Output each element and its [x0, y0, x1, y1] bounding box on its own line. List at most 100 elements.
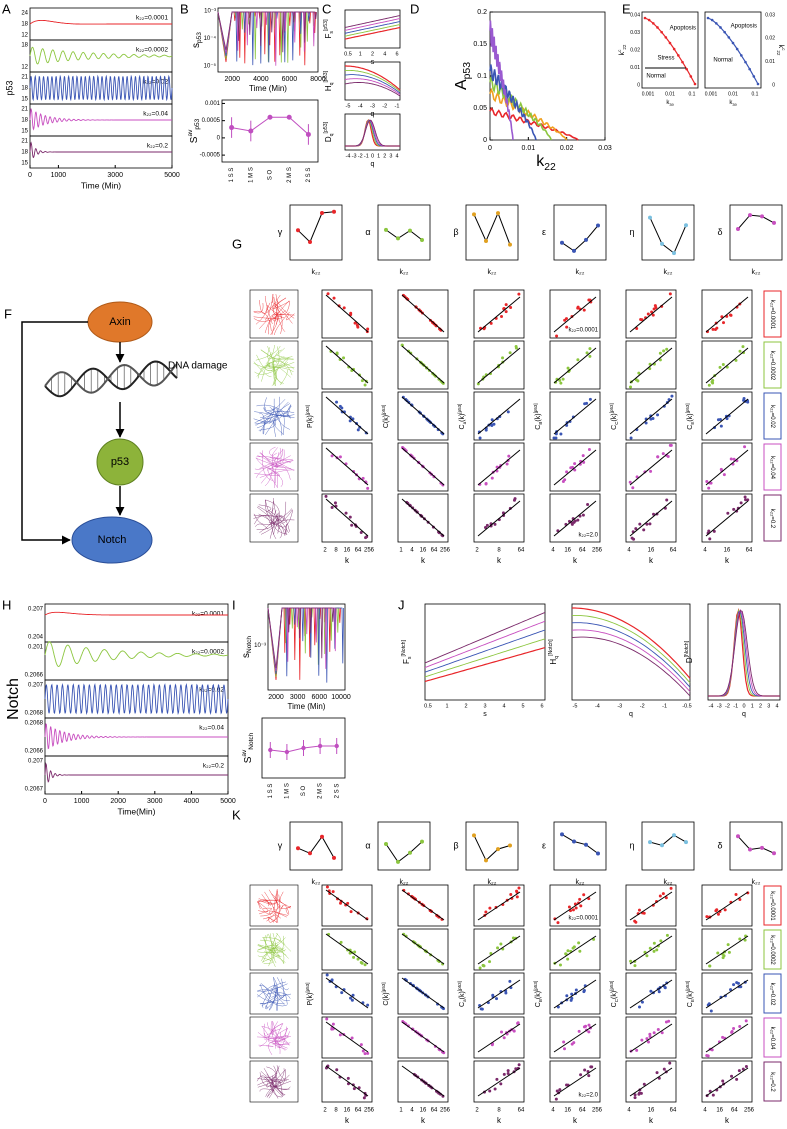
x-tick-label: 256	[440, 1108, 451, 1114]
point-decor	[517, 1063, 521, 1067]
exponent-label: ε	[542, 227, 546, 237]
network-edge	[272, 932, 277, 955]
point-decor	[582, 988, 586, 992]
curve	[629, 449, 673, 486]
point-decor	[572, 248, 576, 253]
point-decor	[658, 894, 662, 898]
axes-frame	[465, 204, 519, 261]
label-part: 39	[669, 102, 673, 107]
axis-label: C(k)[p53]	[381, 405, 390, 428]
curve	[473, 211, 511, 245]
x-axis-label: k	[573, 1116, 578, 1125]
point-decor	[721, 362, 725, 366]
x-tick-label: 64	[746, 548, 753, 554]
network-edge	[269, 999, 288, 1007]
point-decor	[563, 478, 567, 482]
axes-frame	[289, 204, 343, 261]
network-edge	[270, 1021, 281, 1048]
network-edge	[272, 1072, 290, 1090]
point-decor	[648, 367, 652, 371]
label-part: 22	[622, 44, 627, 50]
curve	[629, 500, 673, 537]
point-decor	[408, 850, 412, 855]
point-decor	[737, 1069, 741, 1073]
point-decor	[629, 959, 633, 963]
network-edge	[271, 1075, 282, 1098]
network-edge	[260, 1070, 284, 1083]
curve	[401, 294, 445, 333]
x-tick-label: -3	[370, 103, 375, 109]
curve	[217, 11, 317, 53]
y-tick-label: 0.2066	[25, 673, 44, 679]
point-decor	[579, 904, 583, 908]
x-tick-label: 3	[483, 703, 486, 709]
point-decor	[640, 318, 644, 322]
network-edge	[285, 907, 291, 916]
curve	[325, 1021, 369, 1053]
axes-frame	[704, 11, 762, 89]
point-decor	[665, 498, 669, 502]
axis-label: Hq[Notch]	[548, 639, 560, 665]
network-edge	[258, 899, 272, 905]
point-decor	[484, 910, 488, 914]
network-edge	[270, 509, 293, 524]
category-label: 2 S S	[334, 784, 340, 799]
x-tick-label: 3000	[290, 694, 306, 701]
y-tick-label: 0.03	[765, 12, 775, 18]
label-part: [p53]	[685, 981, 690, 991]
y-tick-label: 0	[637, 82, 640, 88]
exponent-label: η	[629, 840, 634, 850]
exponent-label: δ	[717, 227, 722, 237]
point-decor	[420, 237, 424, 242]
network-edge	[276, 977, 289, 991]
network-edge	[274, 889, 281, 911]
x-tick-label: 1	[399, 1108, 403, 1114]
x-tick-label: 256	[592, 548, 603, 554]
panel-letter: E	[622, 1, 631, 16]
row-label-box	[763, 1061, 782, 1102]
y-tick-label: 10⁻³	[204, 9, 216, 15]
x-tick-label: 1	[751, 703, 754, 709]
point-decor	[727, 950, 731, 954]
region-label: Normal	[646, 74, 665, 80]
point-decor	[488, 1089, 492, 1093]
network-edge	[277, 460, 294, 467]
network-edge	[273, 412, 288, 435]
point-decor	[726, 943, 730, 947]
network-edge	[257, 364, 285, 379]
network-edge	[279, 891, 284, 904]
point-decor	[572, 520, 576, 524]
curve	[705, 500, 749, 537]
x-tick-label: 2	[383, 153, 386, 159]
label-part: s	[407, 656, 413, 659]
point-decor	[483, 526, 487, 530]
network-edge	[253, 346, 280, 369]
axes-frame	[397, 442, 449, 492]
x-tick-label: 0.01	[665, 91, 675, 97]
category-label: S O	[268, 170, 274, 181]
curve	[553, 935, 597, 965]
y-tick-label: 0.2068	[25, 711, 44, 717]
region-label: Stress	[657, 56, 674, 62]
axes-frame	[397, 493, 449, 543]
point-decor	[348, 419, 352, 423]
axis-label: sp53	[191, 32, 204, 48]
x-tick-label: 6	[540, 703, 543, 709]
label-part: C	[611, 1002, 618, 1007]
x-tick-label: 0.5	[344, 51, 352, 57]
point-decor	[739, 501, 743, 505]
label-part: E	[690, 422, 695, 425]
curve	[325, 396, 369, 435]
x-tick-label: -4	[346, 153, 351, 159]
label-part: C	[614, 421, 619, 425]
point-decor	[647, 18, 651, 22]
network-edge	[268, 916, 275, 923]
point-decor	[582, 893, 586, 897]
axis-label: CC(k)[p53]	[609, 981, 619, 1008]
axes-frame	[377, 204, 431, 261]
axes-frame	[625, 972, 677, 1015]
point-decor	[326, 292, 330, 296]
point-decor	[633, 1096, 637, 1100]
label-part: k	[619, 51, 626, 55]
curve	[424, 629, 546, 673]
